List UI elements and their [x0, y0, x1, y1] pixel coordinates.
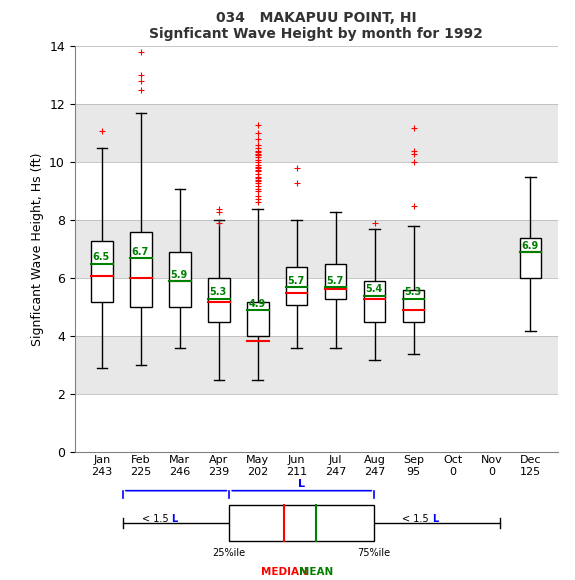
Text: MEDIAN: MEDIAN: [261, 567, 308, 577]
Text: 75%ile: 75%ile: [358, 548, 391, 558]
Bar: [75, 162, 558, 220]
Text: 6.7: 6.7: [132, 246, 149, 257]
Text: < 1.5: < 1.5: [141, 514, 171, 524]
Bar: [131, 232, 152, 307]
Text: L: L: [171, 514, 178, 524]
Bar: [520, 238, 541, 278]
Bar: [208, 278, 229, 322]
Bar: [75, 220, 558, 278]
Text: 5.9: 5.9: [170, 270, 187, 280]
Bar: [75, 278, 558, 336]
Bar: [75, 394, 558, 452]
Bar: [247, 302, 269, 336]
Text: 6.9: 6.9: [521, 241, 538, 251]
Text: 5.7: 5.7: [326, 276, 343, 286]
Bar: [325, 264, 347, 299]
Bar: [403, 290, 424, 322]
Bar: [91, 241, 113, 302]
Text: L: L: [298, 479, 305, 489]
Bar: [286, 267, 308, 304]
Text: < 1.5: < 1.5: [402, 514, 432, 524]
Text: L: L: [432, 514, 438, 524]
Text: 5.4: 5.4: [365, 284, 382, 295]
Text: 5.3: 5.3: [209, 287, 227, 298]
Text: MEAN: MEAN: [299, 567, 333, 577]
Title: 034   MAKAPUU POINT, HI
Signficant Wave Height by month for 1992: 034 MAKAPUU POINT, HI Signficant Wave He…: [150, 11, 483, 41]
Text: 5.3: 5.3: [404, 287, 421, 298]
Text: 25%ile: 25%ile: [213, 548, 246, 558]
Bar: [364, 281, 385, 322]
Text: 4.9: 4.9: [248, 299, 266, 309]
Text: 6.5: 6.5: [93, 252, 110, 263]
Bar: [75, 46, 558, 104]
Bar: [169, 252, 191, 307]
Bar: [75, 336, 558, 394]
Y-axis label: Signficant Wave Height, Hs (ft): Signficant Wave Height, Hs (ft): [30, 153, 44, 346]
Bar: [75, 104, 558, 162]
Bar: [229, 505, 374, 541]
Text: 5.7: 5.7: [288, 276, 305, 286]
